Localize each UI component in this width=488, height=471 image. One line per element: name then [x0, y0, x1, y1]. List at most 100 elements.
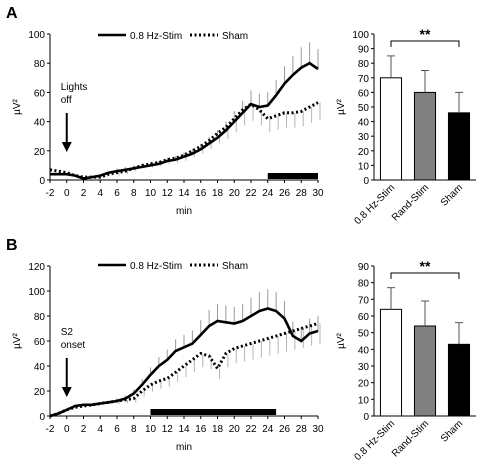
x-tick-label: 0: [64, 188, 70, 199]
significance-label: **: [420, 258, 431, 274]
bar: [447, 112, 471, 181]
x-tick-label: 22: [245, 424, 257, 435]
y-axis-label: µV²: [336, 98, 347, 114]
x-tick-label: 26: [279, 424, 291, 435]
y-tick-label: 20: [358, 379, 370, 390]
bar: [447, 343, 471, 417]
stimulation-period-bar: [150, 409, 277, 415]
y-tick-label: 100: [352, 30, 369, 41]
y-tick-label: 80: [34, 59, 46, 70]
x-tick-label: 10: [145, 188, 157, 199]
x-tick-label: 18: [212, 188, 224, 199]
stimulation-period-bar: [267, 173, 318, 179]
y-tick-label: 0: [363, 412, 369, 423]
category-label: 0.8 Hz-Stim: [352, 182, 397, 227]
x-tick-label: 24: [262, 424, 274, 435]
x-tick-label: 2: [81, 424, 87, 435]
significance-bracket: [390, 40, 460, 47]
bar: [413, 91, 437, 181]
bar-chart-a: 0 10 20 30 40 50 60 70 80 90 100 µV² 0.8 Hz-StimRand…: [336, 26, 476, 227]
bar: [379, 77, 403, 181]
x-axis-label: min: [176, 442, 192, 453]
x-tick-label: 12: [162, 424, 174, 435]
y-tick-label: 10: [358, 395, 370, 406]
y-tick-label: 60: [358, 88, 370, 99]
y-tick-label: 70: [358, 295, 370, 306]
series-line-sham: [49, 322, 319, 418]
y-tick-label: 50: [358, 329, 370, 340]
y-tick-label: 40: [358, 345, 370, 356]
x-axis-label: min: [176, 206, 192, 217]
significance-label: **: [420, 26, 431, 42]
x-tick-label: 6: [114, 424, 120, 435]
y-tick-label: 40: [34, 362, 46, 373]
series-line-sham: [49, 101, 319, 179]
legend-label-stim: 0.8 Hz-Stim: [130, 31, 182, 42]
x-tick-label: 8: [131, 424, 137, 435]
x-tick-label: 16: [195, 424, 207, 435]
y-tick-label: 40: [358, 118, 370, 129]
legend-label-sham: Sham: [222, 261, 248, 272]
bar: [379, 308, 403, 417]
category-label: Sham: [439, 418, 465, 444]
y-tick-label: 60: [34, 337, 46, 348]
x-tick-label: 4: [97, 424, 103, 435]
x-tick-label: 22: [245, 188, 257, 199]
x-tick-label: 14: [178, 424, 190, 435]
y-tick-label: 100: [28, 30, 45, 41]
bar: [413, 325, 437, 417]
y-axis-label: µV²: [12, 332, 23, 348]
x-tick-label: 12: [162, 188, 174, 199]
legend-label-stim: 0.8 Hz-Stim: [130, 261, 182, 272]
y-tick-label: 60: [34, 88, 46, 99]
x-tick-label: 28: [296, 424, 308, 435]
y-tick-label: 70: [358, 74, 370, 85]
y-axis-label: µV²: [12, 98, 23, 114]
y-tick-label: 10: [358, 161, 370, 172]
x-tick-label: -2: [46, 188, 55, 199]
y-tick-label: 80: [358, 279, 370, 290]
x-tick-label: 0: [64, 424, 70, 435]
y-tick-label: 20: [34, 147, 46, 158]
x-tick-label: 2: [81, 188, 87, 199]
y-tick-label: 20: [358, 147, 370, 158]
y-tick-label: 0: [39, 176, 45, 187]
y-tick-label: 50: [358, 103, 370, 114]
x-tick-label: 18: [212, 424, 224, 435]
y-tick-label: 80: [34, 312, 46, 323]
panel-label-a: A: [6, 5, 18, 22]
x-tick-label: 4: [97, 188, 103, 199]
significance-bracket: [390, 272, 460, 279]
y-tick-label: 0: [363, 176, 369, 187]
panel-label-b: B: [6, 237, 18, 254]
annotation-text: Lights: [61, 82, 88, 93]
annotation-arrow-head: [61, 387, 72, 397]
y-tick-label: 0: [39, 412, 45, 423]
category-label: 0.8 Hz-Stim: [352, 418, 397, 463]
y-axis-label: µV²: [336, 332, 347, 348]
y-tick-label: 30: [358, 132, 370, 143]
y-tick-label: 90: [358, 45, 370, 56]
annotation-text: onset: [61, 340, 86, 351]
series-line-stim: [49, 307, 319, 418]
category-label: Sham: [439, 182, 465, 208]
annotation-text: off: [61, 95, 72, 106]
x-tick-label: 26: [279, 188, 291, 199]
x-tick-label: 30: [312, 188, 324, 199]
x-tick-label: 16: [195, 188, 207, 199]
category-label: Rand-Stim: [390, 182, 431, 223]
annotation-text: S2: [61, 327, 74, 338]
y-tick-label: 30: [358, 362, 370, 373]
annotation-arrow-head: [61, 142, 72, 152]
y-tick-label: 20: [34, 387, 46, 398]
category-label: Rand-Stim: [390, 418, 431, 459]
x-tick-label: 6: [114, 188, 120, 199]
y-tick-label: 120: [28, 262, 45, 273]
y-tick-label: 60: [358, 312, 370, 323]
x-tick-label: 28: [296, 188, 308, 199]
x-tick-label: 10: [145, 424, 157, 435]
x-tick-label: -2: [46, 424, 55, 435]
